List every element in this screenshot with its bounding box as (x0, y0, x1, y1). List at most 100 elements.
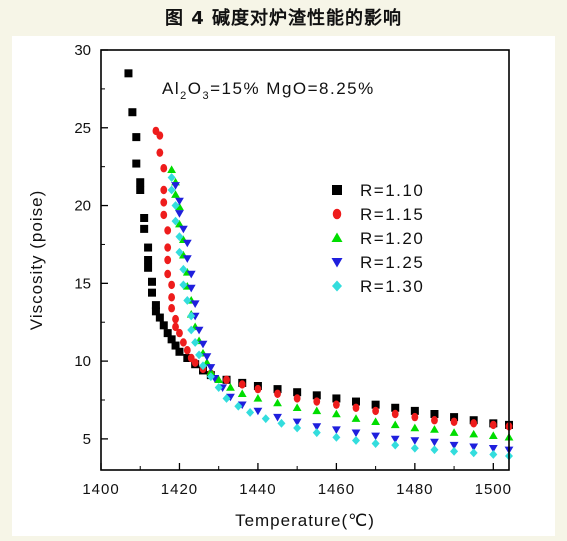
plot-frame (100, 49, 510, 471)
data-point (273, 385, 282, 394)
data-point (253, 407, 263, 416)
data-point (175, 232, 184, 242)
data-point (273, 413, 282, 422)
data-point (277, 418, 286, 428)
y-tick-label: 10 (74, 353, 91, 370)
data-point (238, 380, 246, 389)
data-point (186, 284, 196, 293)
data-point (171, 216, 180, 226)
series-1 (124, 69, 513, 429)
data-point (489, 420, 497, 430)
legend-label: R=1.30 (360, 277, 424, 296)
data-point (489, 450, 498, 459)
data-point (371, 432, 381, 441)
data-point (186, 270, 196, 279)
data-point (151, 301, 160, 310)
data-point (159, 321, 168, 330)
data-point (430, 445, 439, 455)
data-point (390, 435, 400, 444)
data-point (214, 383, 223, 392)
data-point (132, 159, 141, 168)
data-point (164, 226, 172, 235)
data-point (198, 340, 208, 349)
data-point (164, 255, 172, 265)
y-tick-label: 25 (74, 120, 91, 137)
data-point (226, 383, 235, 391)
data-point (430, 410, 439, 418)
y-tick-label: 15 (74, 275, 91, 292)
legend-marker (332, 185, 342, 195)
y-tick-label: 30 (74, 42, 91, 59)
data-point (430, 425, 439, 433)
data-point (332, 394, 341, 403)
data-point (144, 256, 153, 264)
viscosity-chart: 1400 1420 1440 1460 1480 1500 5 10 15 20 25 30 R=1.… (27, 42, 514, 530)
data-point (151, 307, 160, 316)
x-axis-label: Temperature(℃) (235, 511, 375, 530)
data-point (470, 419, 478, 428)
data-point (352, 403, 360, 412)
data-point (331, 409, 341, 418)
data-point (164, 269, 172, 279)
legend-label: R=1.15 (360, 205, 424, 224)
data-point (194, 326, 204, 335)
data-point (156, 131, 164, 140)
data-point (140, 214, 149, 222)
data-points (124, 69, 514, 461)
data-point (226, 393, 235, 402)
data-point (351, 429, 361, 438)
data-point (168, 304, 176, 313)
data-point (449, 428, 459, 436)
data-point (331, 426, 341, 434)
legend-marker (332, 208, 342, 220)
data-point (450, 413, 459, 422)
data-point (273, 398, 282, 407)
data-point (372, 406, 380, 416)
data-point (167, 185, 176, 195)
legend-label: R=1.20 (360, 229, 424, 248)
series-2 (152, 126, 513, 431)
data-point (179, 264, 188, 274)
data-point (202, 353, 212, 361)
data-point (450, 446, 459, 456)
data-point (175, 247, 184, 257)
data-point (128, 108, 137, 117)
data-point (332, 432, 341, 442)
data-point (167, 335, 176, 344)
data-point (371, 400, 380, 409)
figure-title: 图 4 碱度对炉渣性能的影响 (164, 8, 403, 29)
x-tick-label: 1420 (161, 481, 198, 498)
data-point (187, 311, 196, 321)
data-point (144, 263, 153, 272)
data-point (293, 394, 301, 403)
data-point (253, 394, 263, 402)
data-point (178, 225, 188, 234)
data-point (144, 243, 153, 252)
x-tick-label: 1500 (475, 481, 512, 498)
axis-ticks: 1400 1420 1440 1460 1480 1500 5 10 15 20 25 30 (74, 42, 512, 498)
data-point (148, 288, 156, 297)
data-point (171, 341, 180, 350)
data-point (351, 414, 361, 422)
data-point (160, 185, 168, 195)
data-point (391, 440, 400, 450)
legend: R=1.10 R=1.15 R=1.20 R=1.25 R=1.30 (331, 181, 424, 296)
data-point (223, 375, 230, 384)
data-point (371, 417, 381, 425)
data-point (187, 325, 196, 335)
data-point (390, 420, 400, 429)
legend-marker (332, 280, 342, 292)
data-point (168, 293, 176, 302)
legend-label: R=1.10 (360, 181, 424, 200)
data-point (234, 401, 243, 411)
data-point (171, 190, 180, 198)
data-point (164, 243, 172, 252)
data-point (136, 178, 145, 187)
data-point (469, 429, 479, 438)
series-5 (167, 173, 513, 461)
data-point (312, 391, 321, 400)
data-point (488, 431, 498, 439)
data-point (391, 409, 399, 419)
data-point (292, 403, 302, 411)
data-point (179, 280, 188, 290)
